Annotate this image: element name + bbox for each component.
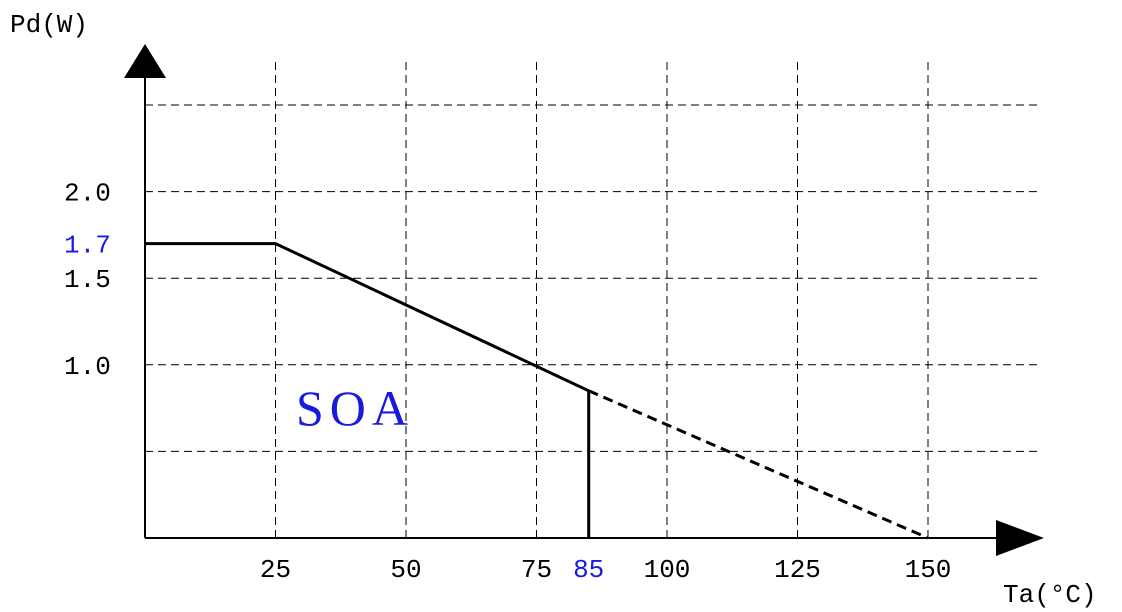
x-axis-arrow-icon [996,520,1044,556]
series [145,242,929,540]
x-tick-label-150: 150 [905,555,952,585]
y-tick-label-1-5: 1.5 [64,265,111,295]
soa-annotation: SOA [296,380,414,436]
y-axis-arrow-icon [124,44,166,78]
y-tick-label-2-0: 2.0 [64,179,111,209]
ticks: 25 50 75 85 100 125 150 1.7 1.5 1.0 2.0 [64,179,951,585]
x-tick-label-85: 85 [573,555,604,585]
grid [145,62,1037,538]
x-tick-label-25: 25 [260,555,291,585]
series-line-2 [588,389,929,540]
y-axis-label: Pd(W) [10,10,88,40]
x-tick-label-50: 50 [390,555,421,585]
x-tick-label-100: 100 [644,555,691,585]
y-tick-label-1-0: 1.0 [64,352,111,382]
series-line-1 [145,242,590,393]
x-tick-label-125: 125 [774,555,821,585]
y-tick-label-1-7: 1.7 [64,231,111,261]
x-tick-label-75: 75 [521,555,552,585]
axes [124,44,1044,556]
x-axis-label: Ta(°C) [1003,580,1097,610]
